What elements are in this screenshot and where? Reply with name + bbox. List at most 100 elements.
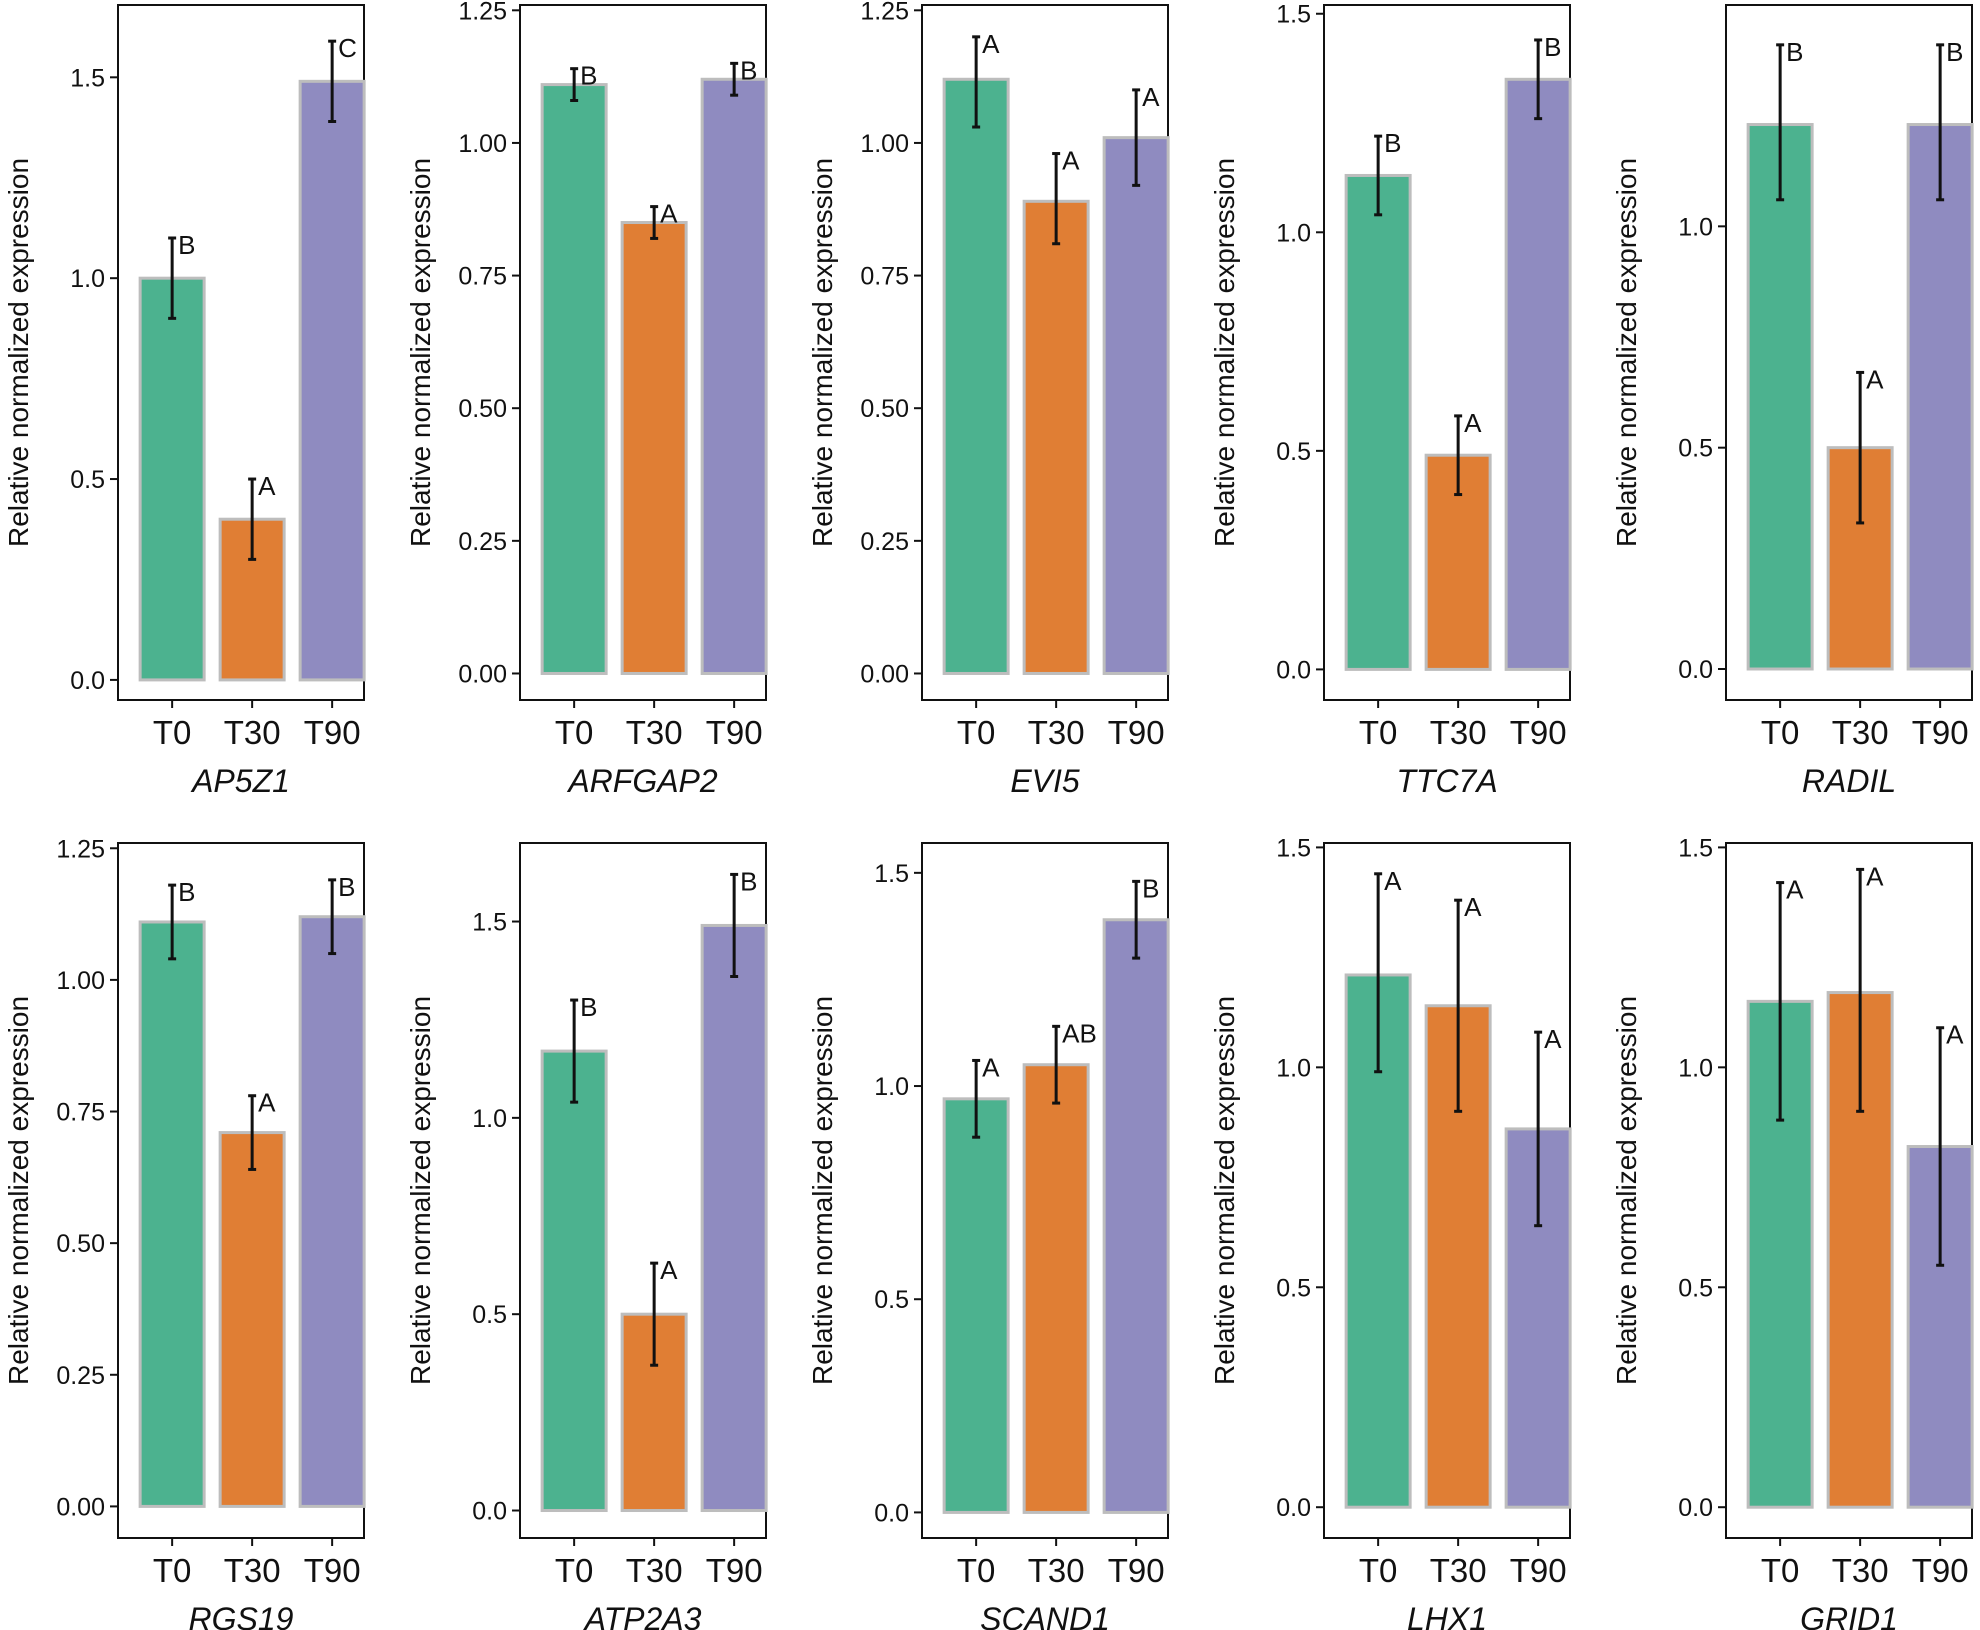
bar-t90 [298, 79, 366, 682]
panel-arfgap2: 0.00 0.25 0.50 0.75 1.00 1.25 Relative normali… [405, 0, 768, 799]
significance-letter: A [1464, 892, 1482, 922]
bar-t0 [540, 83, 608, 675]
y-tick-label: 0.00 [860, 660, 909, 688]
y-tick-label: 0.0 [1678, 1494, 1713, 1522]
bar-t30 [620, 221, 688, 675]
gene-label: TTC7A [1396, 763, 1497, 799]
bar-t0 [942, 1097, 1010, 1514]
y-axis-title: Relative normalized expression [405, 158, 436, 547]
y-tick-label: 0.50 [56, 1230, 105, 1258]
significance-letter: B [580, 992, 597, 1022]
significance-letter: B [1544, 32, 1561, 62]
significance-letter: A [660, 1255, 678, 1285]
y-tick-label: 0.5 [1678, 1274, 1713, 1302]
y-tick-label: 1.25 [860, 0, 909, 25]
bar-t90 [1102, 918, 1170, 1514]
y-tick-label: 1.00 [56, 967, 105, 995]
gene-label: RGS19 [189, 1601, 294, 1630]
y-tick-label: 1.0 [1276, 219, 1311, 247]
gene-label: AP5Z1 [190, 763, 290, 799]
y-tick-label: 0.5 [472, 1301, 507, 1329]
bar-t90 [1504, 77, 1572, 671]
y-tick-label: 0.0 [1678, 656, 1713, 684]
x-tick-label-t90: T90 [1108, 714, 1165, 751]
x-tick-label-t0: T0 [1761, 1552, 1800, 1589]
y-tick-label: 0.5 [1678, 435, 1713, 463]
x-tick-label-t90: T90 [1912, 1552, 1969, 1589]
bar-t90 [700, 77, 768, 675]
significance-letter: B [1946, 37, 1963, 67]
bar-t30 [1022, 199, 1090, 675]
x-tick-label-t90: T90 [1510, 714, 1567, 751]
y-tick-label: 1.5 [70, 64, 105, 92]
y-tick-label: 1.0 [472, 1105, 507, 1133]
y-tick-label: 1.0 [1678, 213, 1713, 241]
x-tick-label-t0: T0 [153, 714, 192, 751]
significance-letter: B [740, 866, 757, 896]
significance-letter: C [338, 33, 357, 63]
y-tick-label: 1.0 [874, 1073, 909, 1101]
significance-letter: A [1786, 875, 1804, 905]
significance-letter: A [258, 1088, 276, 1118]
x-tick-label-t0: T0 [153, 1552, 192, 1589]
y-tick-label: 1.0 [1678, 1054, 1713, 1082]
significance-letter: A [982, 29, 1000, 59]
significance-letter: A [1946, 1020, 1964, 1050]
x-tick-label-t30: T30 [1832, 1552, 1889, 1589]
significance-letter: B [1384, 128, 1401, 158]
panel-atp2a3: 0.0 0.5 1.0 1.5 Relative normalized expressi… [405, 842, 768, 1630]
y-axis-title: Relative normalized expression [1209, 158, 1240, 547]
panel-radil: 0.0 0.5 1.0 Relative normalized expression B… [1611, 4, 1974, 799]
x-tick-label-t0: T0 [555, 714, 594, 751]
significance-letter: A [1866, 861, 1884, 891]
y-tick-label: 1.25 [458, 0, 507, 25]
y-tick-label: 0.00 [56, 1493, 105, 1521]
y-axis-title: Relative normalized expression [1611, 158, 1642, 547]
y-tick-label: 1.5 [1678, 834, 1713, 862]
bar-t0 [942, 77, 1010, 675]
y-tick-label: 0.0 [874, 1499, 909, 1527]
y-tick-label: 1.5 [874, 860, 909, 888]
significance-letter: A [1142, 82, 1160, 112]
panel-ttc7a: 0.0 0.5 1.0 1.5 Relative normalized expressi… [1209, 1, 1572, 799]
significance-letter: B [1786, 37, 1803, 67]
bar-t90 [298, 915, 366, 1508]
bar-t0 [1746, 123, 1814, 671]
significance-letter: A [258, 471, 276, 501]
x-tick-label-t0: T0 [555, 1552, 594, 1589]
gene-label: GRID1 [1800, 1601, 1898, 1630]
significance-letter: B [178, 230, 195, 260]
bar-t30 [1022, 1063, 1090, 1514]
y-tick-label: 0.5 [70, 466, 105, 494]
bar-t0 [138, 920, 206, 1508]
significance-letter: A [1464, 408, 1482, 438]
bar-t90 [1906, 123, 1974, 671]
significance-letter: A [1866, 364, 1884, 394]
y-axis-title: Relative normalized expression [405, 996, 436, 1385]
y-tick-label: 0.25 [458, 528, 507, 556]
y-axis-title: Relative normalized expression [3, 996, 34, 1385]
y-axis-title: Relative normalized expression [1611, 996, 1642, 1385]
y-tick-label: 0.25 [56, 1362, 105, 1390]
y-tick-label: 1.25 [56, 835, 105, 863]
y-axis-title: Relative normalized expression [3, 158, 34, 547]
significance-letter: AB [1062, 1018, 1097, 1048]
gene-label: LHX1 [1407, 1601, 1487, 1630]
y-axis-title: Relative normalized expression [1209, 996, 1240, 1385]
y-tick-label: 0.5 [1276, 1274, 1311, 1302]
bar-t30 [218, 517, 286, 682]
bar-t30 [218, 1131, 286, 1508]
x-tick-label-t30: T30 [1832, 714, 1889, 751]
bar-t0 [138, 276, 206, 682]
y-tick-label: 1.0 [70, 265, 105, 293]
significance-letter: A [1544, 1024, 1562, 1054]
y-tick-label: 0.75 [860, 263, 909, 291]
x-tick-label-t30: T30 [1028, 714, 1085, 751]
significance-letter: B [1142, 873, 1159, 903]
y-tick-label: 0.0 [472, 1498, 507, 1526]
x-tick-label-t90: T90 [1108, 1552, 1165, 1589]
x-tick-label-t90: T90 [706, 1552, 763, 1589]
y-tick-label: 0.0 [1276, 1494, 1311, 1522]
x-tick-label-t90: T90 [1912, 714, 1969, 751]
